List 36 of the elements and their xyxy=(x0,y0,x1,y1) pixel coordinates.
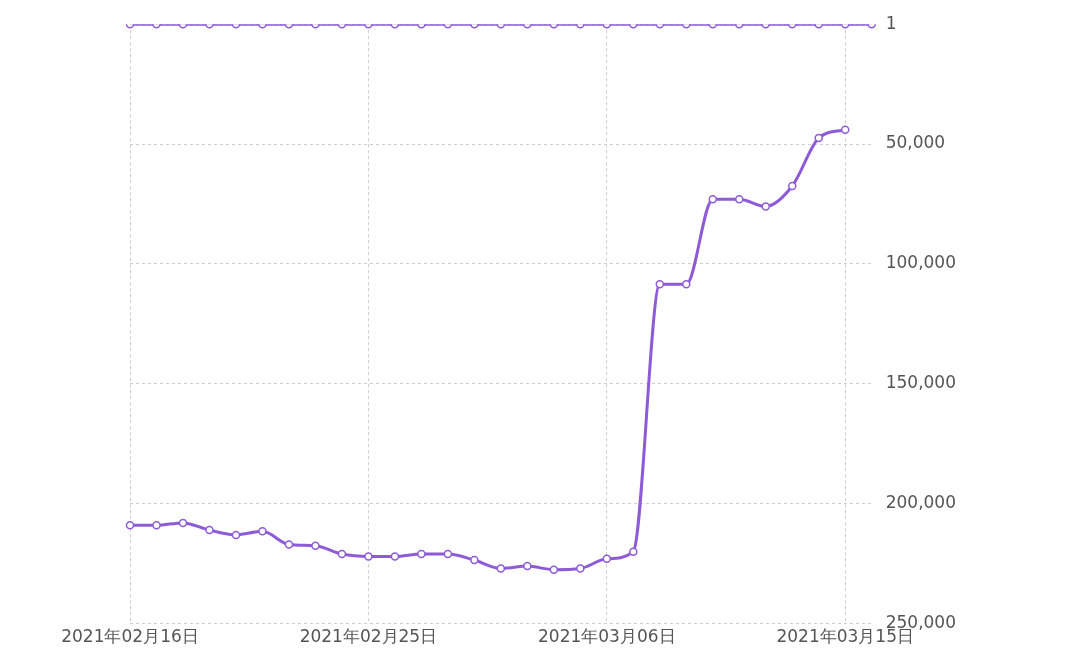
point xyxy=(311,541,320,550)
x-tick-label: 2021年02月25日 xyxy=(299,626,438,647)
point xyxy=(178,518,188,528)
y-tick-label: 50,000 xyxy=(885,132,946,153)
point xyxy=(576,564,585,573)
point xyxy=(470,555,479,565)
point xyxy=(496,564,506,573)
point xyxy=(125,521,135,530)
point xyxy=(840,125,850,134)
point xyxy=(655,280,665,289)
y-tick-label: 200,000 xyxy=(885,492,957,513)
point xyxy=(284,540,294,549)
point xyxy=(337,549,347,559)
point xyxy=(390,552,400,561)
point xyxy=(443,549,453,559)
point xyxy=(814,133,823,143)
point xyxy=(682,280,691,289)
y-tick-label: 1 xyxy=(885,12,897,33)
point xyxy=(549,565,559,574)
point xyxy=(735,194,744,204)
point xyxy=(231,530,241,540)
point xyxy=(364,552,373,561)
point xyxy=(787,181,797,191)
point xyxy=(629,547,638,556)
x-tick-label: 2021年02月16日 xyxy=(61,626,199,647)
y-tick-label: 100,000 xyxy=(885,252,957,273)
x-tick-label: 2021年03月06日 xyxy=(538,626,676,647)
point xyxy=(761,202,770,211)
point xyxy=(152,521,161,530)
point xyxy=(417,549,426,559)
point xyxy=(205,525,214,535)
point xyxy=(523,561,532,571)
y-tick-label: 150,000 xyxy=(885,372,957,393)
point xyxy=(258,527,267,536)
point xyxy=(602,554,612,564)
point xyxy=(708,194,718,204)
